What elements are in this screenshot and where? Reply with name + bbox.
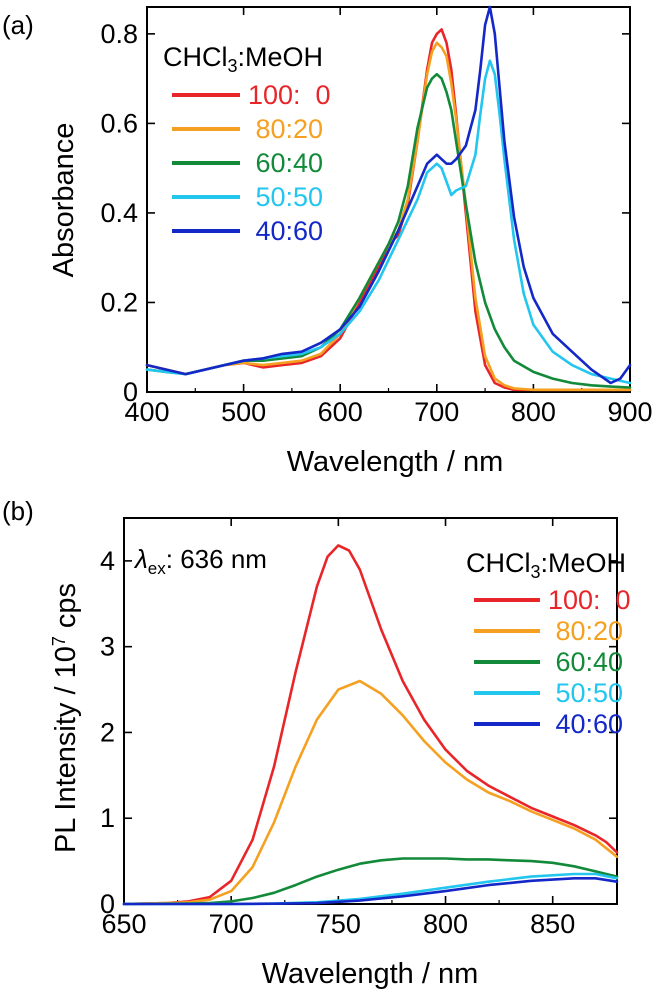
series-line-100-0	[122, 544, 619, 906]
y-tick-label: 0.8	[100, 19, 138, 49]
panel-a-legend: 100: 0 80:20 60:40 50:50 40:60	[172, 80, 331, 246]
y-tick-label: 0	[123, 377, 138, 407]
series-line-40-60	[122, 877, 619, 906]
y-tick-label: 4	[100, 546, 115, 576]
x-tick-label: 750	[316, 909, 361, 939]
panel-b-y-axis-title: PL Intensity / 107 cps	[49, 583, 82, 853]
panel-a-x-axis-title: Wavelength / nm	[287, 446, 504, 478]
x-tick-label: 850	[530, 909, 575, 939]
panel-a-legend-title: CHCl3:MeOH	[163, 42, 323, 76]
x-tick-label: 650	[101, 909, 146, 939]
series-line-80-20	[145, 41, 632, 392]
legend-label-50-50: 50:50	[248, 182, 323, 212]
panel-a-series	[145, 5, 632, 392]
panel-b-label: (b)	[2, 496, 34, 526]
panel-a-absorbance-chart: (a) 400 500 600 700 800 900 0 0.2 0.4 0.6 0.8 Wav…	[2, 5, 653, 478]
x-tick-label: 900	[607, 397, 652, 427]
series-line-40-60	[145, 5, 632, 385]
panel-b-y-tick-labels: 0 1 2 3 4	[100, 546, 115, 919]
x-tick-label: 500	[221, 397, 266, 427]
series-line-80-20	[122, 679, 619, 906]
legend-label-100-0: 100: 0	[248, 80, 331, 110]
panel-a-tick-marks	[146, 7, 631, 393]
panel-b-legend-title: CHCl3:MeOH	[466, 548, 626, 582]
legend-label-40-60: 40:60	[548, 709, 623, 739]
panel-b-x-tick-labels: 650 700 750 800 850	[101, 909, 575, 939]
x-tick-label: 800	[511, 397, 556, 427]
x-tick-label: 800	[423, 909, 468, 939]
legend-label-60-40: 60:40	[248, 148, 323, 178]
series-line-60-40	[122, 857, 619, 906]
panel-a-y-axis-title: Absorbance	[48, 123, 80, 278]
x-tick-label: 700	[209, 909, 254, 939]
x-tick-label: 400	[124, 397, 169, 427]
panel-b-series	[122, 544, 619, 906]
y-tick-label: 0.2	[100, 287, 138, 317]
legend-label-100-0: 100: 0	[548, 585, 631, 615]
panel-b-legend: 100: 0 80:20 60:40 50:50 40:60	[474, 585, 631, 739]
panel-b-pl-chart: (b) 650 700 750 800 850 0 1 2 3 4 Wavelength / n…	[2, 496, 631, 990]
panel-b-x-axis-title: Wavelength / nm	[262, 958, 479, 990]
y-tick-label: 3	[100, 632, 115, 662]
panel-a-label: (a)	[2, 10, 34, 40]
panel-b-excitation-annotation: λex: 636 nm	[133, 544, 267, 578]
legend-label-80-20: 80:20	[548, 616, 623, 646]
y-tick-label: 0	[100, 889, 115, 919]
legend-label-80-20: 80:20	[248, 114, 323, 144]
panel-a-x-tick-labels: 400 500 600 700 800 900	[124, 397, 652, 427]
x-tick-label: 700	[414, 397, 459, 427]
y-tick-label: 2	[100, 717, 115, 747]
x-tick-label: 600	[318, 397, 363, 427]
y-tick-label: 0.6	[100, 108, 138, 138]
legend-label-60-40: 60:40	[548, 647, 623, 677]
series-line-50-50	[145, 59, 632, 385]
y-tick-label: 0.4	[100, 198, 138, 228]
legend-label-40-60: 40:60	[248, 216, 323, 246]
series-line-100-0	[145, 28, 632, 392]
panel-a-y-tick-labels: 0 0.2 0.4 0.6 0.8	[100, 19, 138, 407]
y-tick-label: 1	[100, 803, 115, 833]
legend-label-50-50: 50:50	[548, 678, 623, 708]
panel-b-plot-frame	[123, 517, 618, 905]
series-line-60-40	[145, 72, 632, 389]
